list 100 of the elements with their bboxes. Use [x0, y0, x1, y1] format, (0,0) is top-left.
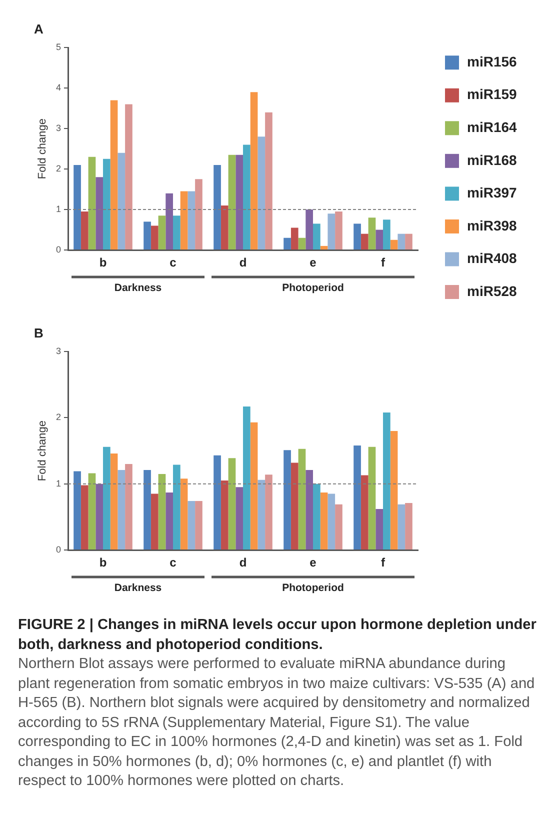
bar [298, 238, 306, 250]
x-tick-label: b [99, 256, 107, 270]
y-tick-label: 2 [56, 412, 61, 422]
bar [74, 164, 81, 250]
bar [360, 475, 368, 550]
x-tick-label: c [170, 556, 177, 570]
legend-label: miR164 [467, 119, 518, 135]
bar [144, 470, 151, 550]
y-tick-label: 1 [56, 204, 61, 214]
bar [80, 485, 88, 550]
bar [214, 164, 221, 250]
bar [243, 406, 250, 550]
bar [298, 448, 306, 550]
y-tick-label: 3 [56, 346, 61, 356]
x-tick-label: e [310, 556, 317, 570]
bar [360, 234, 368, 250]
bar [125, 464, 132, 550]
bar [258, 480, 266, 550]
legend-label: miR159 [467, 86, 518, 102]
y-tick-label: 4 [56, 82, 61, 93]
bar [258, 136, 266, 250]
bar [195, 501, 202, 550]
bar [103, 446, 110, 550]
bar [328, 494, 336, 550]
bar [110, 100, 118, 250]
bar [158, 474, 166, 550]
bar [354, 224, 361, 250]
legend-label: miR398 [467, 217, 518, 234]
bar [118, 470, 126, 550]
bar [180, 478, 188, 550]
bar [306, 470, 313, 550]
y-axis-title: Fold change [36, 118, 49, 180]
bar [243, 144, 250, 250]
bar [320, 492, 328, 550]
bar [335, 212, 342, 250]
bar [398, 504, 406, 550]
bar [313, 484, 320, 550]
bar [118, 152, 126, 250]
chart-title: B [34, 325, 44, 340]
bar [405, 503, 412, 550]
x-tick-label: b [99, 556, 107, 570]
bar [390, 240, 398, 250]
y-tick-label: 5 [56, 42, 61, 52]
x-tick-label: f [381, 256, 386, 270]
bar [144, 222, 151, 250]
bar [214, 455, 221, 550]
legend-label: miR168 [467, 152, 518, 168]
text: Photoperiod [282, 282, 344, 294]
text: Photoperiod [282, 582, 344, 594]
bar [228, 154, 236, 250]
bar [103, 158, 110, 250]
text: Northern Blot assays were performed to evaluate miRNA abundance during plant regeneration from somatic embryos in two maize cultivars: VS-535 (A) and H-565 (B). Northern blot signals were acquired by densitometry and normalized according to 5S rRNA (Supplementary Material, Figure S1). The value corresponding to EC in 100% hormones (2,4-D and kinetin) was set as 1. Fold changes in 50% hormones (b, d); 0% hormones (c, e) and plantlet (f) with respect to 100% hormones were plotted on charts. [18, 655, 536, 791]
bar [320, 246, 328, 250]
bar [335, 504, 342, 550]
bar [313, 224, 320, 250]
bar [383, 220, 390, 250]
bar [173, 464, 180, 550]
bar [88, 473, 96, 550]
bar [328, 214, 336, 250]
bar [188, 501, 196, 550]
bar [158, 216, 166, 250]
bar [74, 471, 81, 550]
legend-label: miR156 [467, 53, 518, 70]
bar [250, 92, 258, 250]
bar [173, 216, 180, 250]
bar [125, 104, 132, 250]
chart-title: A [34, 21, 44, 36]
bar [80, 212, 88, 250]
bar [180, 191, 188, 250]
x-tick-label: e [310, 256, 317, 270]
bar [220, 480, 228, 550]
bar [284, 450, 291, 550]
bar [284, 238, 291, 250]
bar [405, 234, 412, 250]
bar [368, 446, 376, 550]
legend-label: miR408 [467, 250, 518, 266]
bar [150, 226, 158, 250]
bar [354, 446, 361, 550]
bar [96, 177, 103, 250]
bar [188, 191, 196, 250]
bar [290, 228, 298, 250]
bar [383, 412, 390, 550]
bar [250, 422, 258, 550]
text: Darkness [114, 282, 162, 294]
x-tick-label: f [381, 556, 386, 570]
bar [236, 487, 243, 550]
legend-label: miR528 [467, 282, 518, 299]
y-tick-label: 2 [56, 164, 61, 174]
bar [398, 234, 406, 250]
bar [368, 218, 376, 250]
y-tick-label: 3 [56, 123, 61, 134]
bar [195, 179, 202, 250]
bar [166, 492, 173, 550]
bar [88, 156, 96, 250]
bar [228, 458, 236, 550]
bar [96, 484, 103, 550]
bar [390, 430, 398, 550]
y-axis-title: Fold change [36, 420, 49, 482]
caption: FIGURE 2 | Changes in miRNA levels occur upon hormone depletion under both, darkness and photoperiod conditions. [18, 616, 537, 654]
legend-label: miR397 [467, 184, 518, 201]
